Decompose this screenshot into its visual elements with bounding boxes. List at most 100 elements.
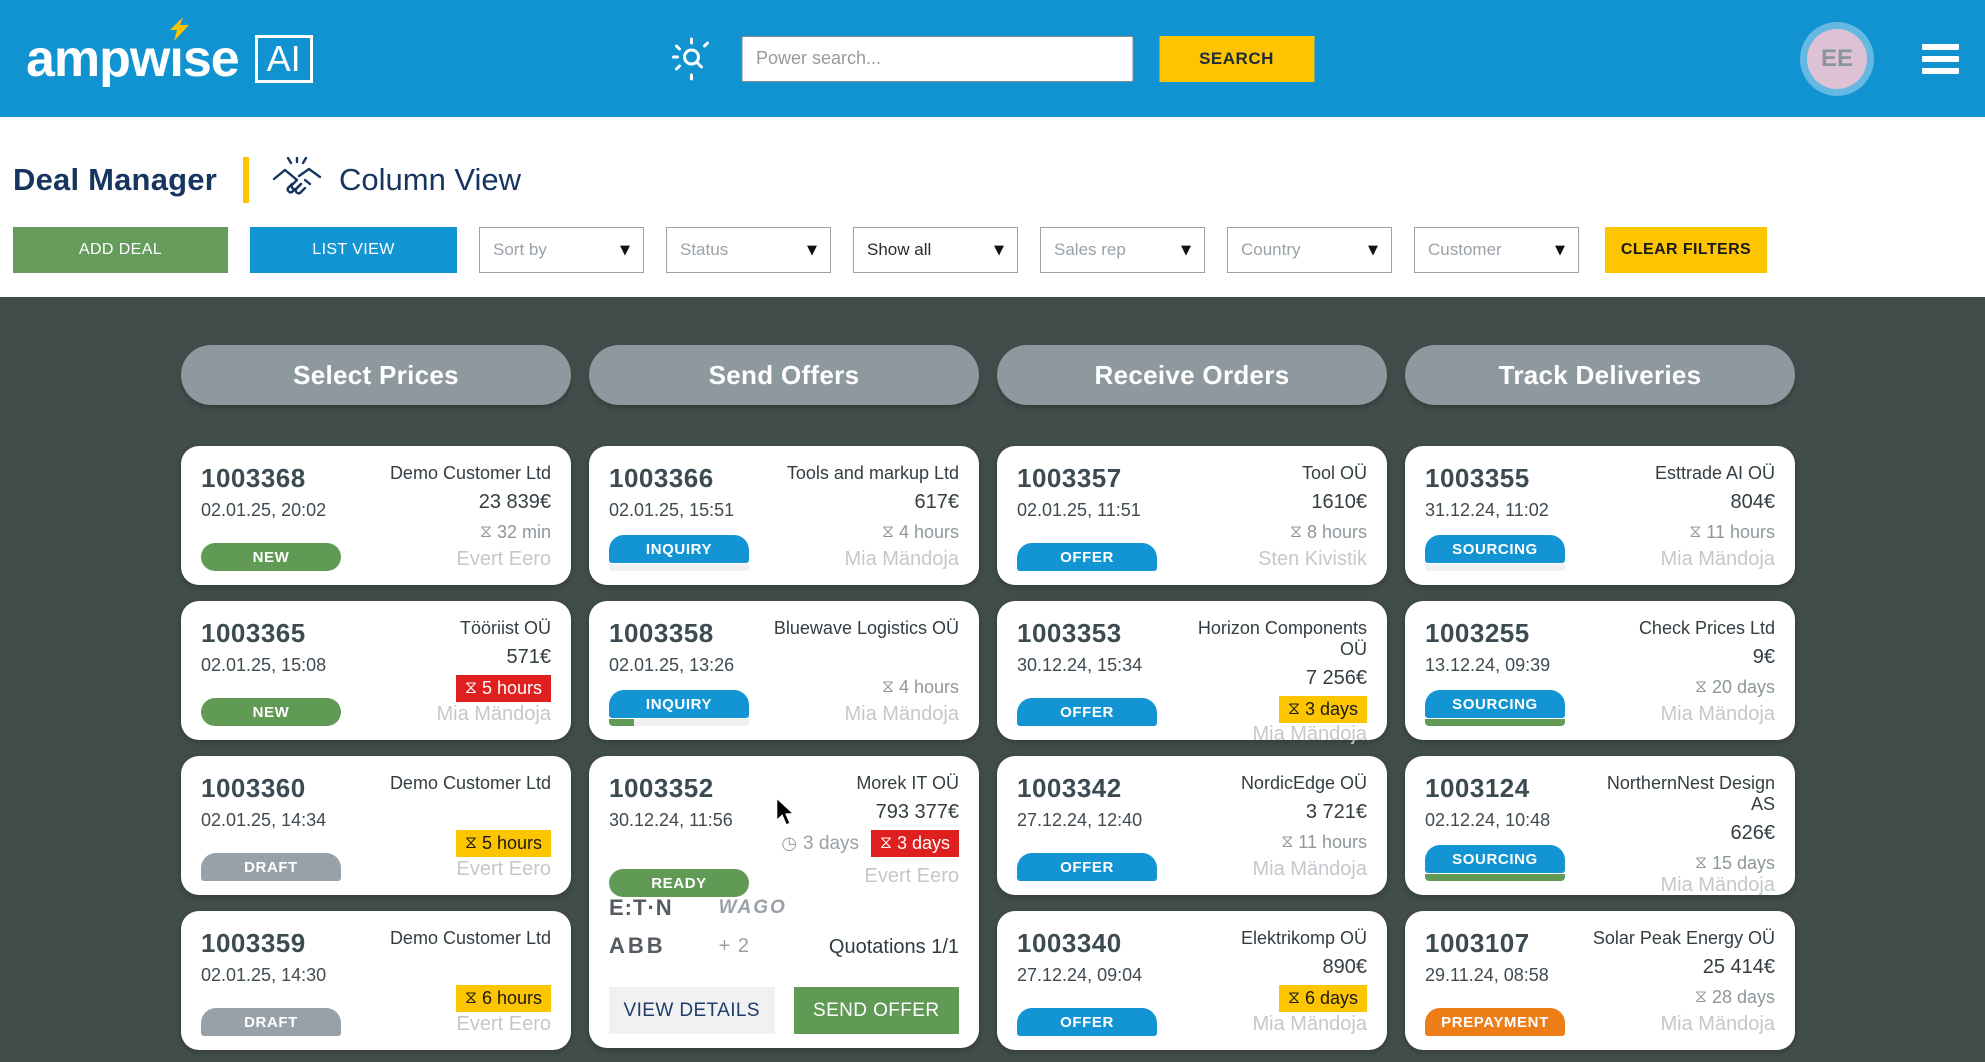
- title-divider: [242, 157, 249, 203]
- sales-rep-name: Evert Eero: [456, 858, 551, 880]
- sales-rep-name: Mia Mändoja: [1660, 548, 1775, 570]
- show-all-dropdown[interactable]: Show all ▼: [853, 227, 1018, 273]
- hourglass-icon: ⧖: [882, 677, 894, 697]
- deal-card[interactable]: 1003124 02.12.24, 10:48 SOURCING Norther…: [1405, 756, 1795, 896]
- status-badge: OFFER: [1017, 1008, 1157, 1036]
- status-badge: OFFER: [1017, 853, 1157, 881]
- progress-track: [1425, 564, 1565, 571]
- deal-datetime: 27.12.24, 12:40: [1017, 810, 1143, 830]
- deal-id: 1003357: [1017, 463, 1122, 493]
- time-remaining-warning: ⧖ 6 days: [1279, 985, 1367, 1012]
- time-remaining-warning: ⧖ 3 days: [1279, 696, 1367, 723]
- sales-rep-dropdown[interactable]: Sales rep ▼: [1040, 227, 1205, 273]
- sales-rep-name: Mia Mändoja: [844, 548, 959, 570]
- status-badge: SOURCING: [1425, 535, 1565, 563]
- customer-name: Esttrade AI OÜ: [1654, 463, 1775, 483]
- sort-by-dropdown[interactable]: Sort by ▼: [479, 227, 644, 273]
- sales-rep-name: Mia Mändoja: [436, 703, 551, 725]
- deal-id: 1003368: [201, 463, 306, 493]
- customer-name: Morek IT OÜ: [856, 773, 959, 793]
- filters-toolbar: ADD DEAL LIST VIEW Sort by ▼ Status ▼ Show…: [13, 227, 1972, 273]
- status-badge: DRAFT: [201, 853, 341, 881]
- deal-amount: 626€: [1730, 822, 1776, 844]
- time-remaining: ⧖ 32 min: [480, 522, 551, 542]
- status-badge: OFFER: [1017, 698, 1157, 726]
- customer-name: Solar Peak Energy OÜ: [1592, 928, 1775, 948]
- deal-card[interactable]: 1003342 27.12.24, 12:40 OFFER NordicEdge…: [997, 756, 1387, 895]
- deal-id: 1003342: [1017, 773, 1122, 803]
- deal-card[interactable]: 1003366 02.01.25, 15:51 INQUIRY Tools an…: [589, 446, 979, 585]
- time-remaining: ⧖ 11 hours: [1689, 522, 1775, 542]
- hourglass-icon: ⧖: [465, 833, 477, 853]
- status-badge: SOURCING: [1425, 845, 1565, 873]
- view-title: Column View: [338, 162, 522, 197]
- customer-name: Demo Customer Ltd: [389, 928, 551, 948]
- deal-card-expanded[interactable]: 1003352 30.12.24, 11:56 READY Morek IT O…: [589, 756, 979, 1048]
- hourglass-icon: ⧖: [1288, 988, 1300, 1008]
- clock-icon: ◷: [781, 833, 798, 854]
- lightning-bolt-icon: [170, 16, 190, 41]
- deal-card[interactable]: 1003107 29.11.24, 08:58 PREPAYMENT Solar…: [1405, 911, 1795, 1050]
- deal-card[interactable]: 1003368 02.01.25, 20:02 NEW Demo Custome…: [181, 446, 571, 585]
- time-remaining: ⧖ 28 days: [1695, 987, 1775, 1007]
- time-remaining: ⧖ 8 hours: [1290, 522, 1367, 542]
- user-avatar[interactable]: EE: [1800, 21, 1874, 96]
- deal-id: 1003340: [1017, 928, 1122, 958]
- brand-logo-abb: ABB: [609, 933, 666, 958]
- search-button[interactable]: SEARCH: [1159, 35, 1314, 82]
- hourglass-icon: ⧖: [465, 678, 477, 698]
- deal-card[interactable]: 1003340 27.12.24, 09:04 OFFER Elektrikom…: [997, 911, 1387, 1050]
- deal-datetime: 02.01.25, 14:30: [201, 965, 327, 985]
- column-cards: 1003368 02.01.25, 20:02 NEW Demo Custome…: [181, 446, 571, 1050]
- chevron-down-icon: ▼: [1555, 242, 1565, 258]
- column-cards: 1003355 31.12.24, 11:02 SOURCING Esttrad…: [1405, 446, 1795, 1050]
- status-badge: NEW: [201, 543, 341, 571]
- view-details-button[interactable]: VIEW DETAILS: [609, 987, 775, 1034]
- list-view-button[interactable]: LIST VIEW: [250, 227, 457, 273]
- search-input[interactable]: [741, 35, 1133, 82]
- deal-card[interactable]: 1003359 02.01.25, 14:30 DRAFT Demo Custo…: [181, 911, 571, 1050]
- clear-filters-button[interactable]: CLEAR FILTERS: [1605, 227, 1767, 273]
- deal-amount: 890€: [1322, 956, 1368, 978]
- deal-id: 1003359: [201, 928, 306, 958]
- deal-card[interactable]: 1003355 31.12.24, 11:02 SOURCING Esttrad…: [1405, 446, 1795, 585]
- deal-amount: 617€: [914, 491, 960, 513]
- brand-logo-eaton: E:T·N: [609, 895, 673, 920]
- chevron-down-icon: ▼: [807, 242, 817, 258]
- deal-card[interactable]: 1003255 13.12.24, 09:39 SOURCING Check P…: [1405, 601, 1795, 740]
- deal-id: 1003107: [1425, 928, 1530, 958]
- deal-datetime: 31.12.24, 11:02: [1425, 500, 1549, 520]
- deal-card[interactable]: 1003358 02.01.25, 13:26 INQUIRY Bluewave…: [589, 601, 979, 740]
- time-remaining-urgent: ⧖ 5 hours: [456, 675, 551, 702]
- status-badge: PREPAYMENT: [1425, 1008, 1565, 1036]
- sales-rep-name: Evert Eero: [456, 548, 551, 570]
- column-header: Receive Orders: [997, 345, 1387, 405]
- country-dropdown[interactable]: Country ▼: [1227, 227, 1392, 273]
- hamburger-menu-icon[interactable]: [1922, 43, 1959, 74]
- column-track-deliveries: Track Deliveries 1003355 31.12.24, 11:02…: [1405, 345, 1795, 1062]
- customer-dropdown[interactable]: Customer ▼: [1414, 227, 1579, 273]
- logo-i: ı: [169, 16, 190, 85]
- column-receive-orders: Receive Orders 1003357 02.01.25, 11:51 O…: [997, 345, 1387, 1062]
- time-remaining: ⧖ 20 days: [1695, 677, 1775, 697]
- status-dropdown[interactable]: Status ▼: [666, 227, 831, 273]
- sales-rep-name: Mia Mändoja: [1252, 858, 1367, 880]
- deal-card[interactable]: 1003365 02.01.25, 15:08 NEW Tööriist OÜ …: [181, 601, 571, 740]
- send-offer-button[interactable]: SEND OFFER: [793, 987, 959, 1034]
- deal-id: 1003352: [609, 773, 714, 803]
- elapsed-time: ◷ 3 days: [781, 832, 860, 855]
- time-remaining: ⧖ 11 hours: [1281, 832, 1367, 852]
- add-deal-button[interactable]: ADD DEAL: [13, 227, 228, 273]
- deal-card[interactable]: 1003357 02.01.25, 11:51 OFFER Tool OÜ 16…: [997, 446, 1387, 585]
- deal-datetime: 27.12.24, 09:04: [1017, 965, 1143, 985]
- hourglass-icon: ⧖: [1695, 677, 1707, 697]
- title-row: Deal Manager Column View: [13, 117, 1972, 203]
- progress-track: [1425, 874, 1565, 881]
- hourglass-icon: ⧖: [1290, 522, 1302, 542]
- deal-card[interactable]: 1003353 30.12.24, 15:34 OFFER Horizon Co…: [997, 601, 1387, 745]
- hourglass-icon: ⧖: [465, 988, 477, 1008]
- deal-card[interactable]: 1003360 02.01.25, 14:34 DRAFT Demo Custo…: [181, 756, 571, 895]
- sales-rep-name: Evert Eero: [456, 1013, 551, 1035]
- hourglass-icon: ⧖: [1689, 522, 1702, 542]
